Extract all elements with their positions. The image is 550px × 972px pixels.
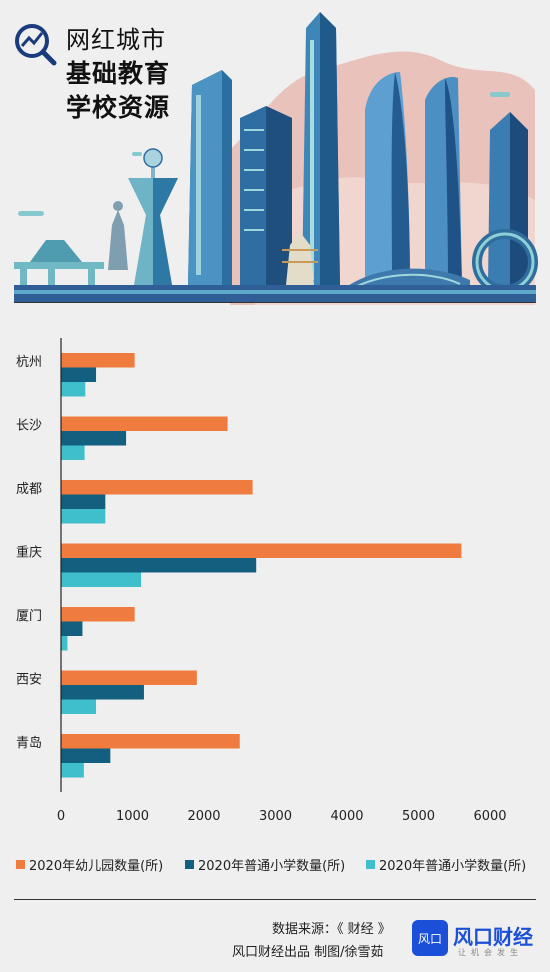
legend-item-primary-1: 2020年普通小学数量(所) (185, 855, 345, 874)
legend-swatch (185, 860, 194, 869)
bar-4-1 (61, 621, 83, 636)
credit-line: 风口财经出品 制图/徐雪茹 (232, 945, 384, 960)
magnifier-chart-icon (15, 24, 57, 66)
category-label: 杭州 (16, 355, 42, 370)
bar-2-2 (61, 509, 106, 524)
bar-2-1 (61, 494, 106, 509)
legend-swatch (16, 860, 25, 869)
x-tick-label: 1000 (116, 809, 149, 824)
bar-1-1 (61, 431, 127, 446)
bar-5-0 (61, 670, 197, 685)
bar-4-0 (61, 607, 135, 622)
category-label: 青岛 (16, 735, 42, 751)
bar-3-1 (61, 558, 257, 573)
x-tick-label: 6000 (473, 809, 506, 824)
bar-6-0 (61, 734, 240, 749)
title-line-2: 基础教育 (66, 59, 171, 88)
bar-0-0 (61, 353, 135, 368)
hero-divider (14, 302, 536, 303)
legend-swatch (366, 860, 375, 869)
data-source: 数据来源：《 财经 》 (272, 922, 391, 937)
x-tick-label: 0 (57, 809, 65, 824)
legend-item-primary-2: 2020年普通小学数量(所) (366, 855, 526, 874)
x-tick-label: 2000 (187, 809, 220, 824)
brand-slogan: 让机会发生 (458, 948, 523, 957)
bars-layer (61, 353, 462, 778)
bar-2-0 (61, 480, 253, 495)
bar-5-2 (61, 699, 97, 714)
x-tick-label: 4000 (330, 809, 363, 824)
x-tick-label: 3000 (259, 809, 292, 824)
footer-divider (14, 899, 536, 900)
category-label: 重庆 (16, 545, 42, 561)
legend: 2020年幼儿园数量(所) 2020年普通小学数量(所) 2020年普通小学数量… (0, 855, 550, 875)
bar-6-1 (61, 748, 111, 763)
category-label: 成都 (16, 482, 42, 497)
legend-label: 2020年普通小学数量(所) (198, 859, 346, 874)
bar-3-2 (61, 572, 142, 587)
hero-illustration (14, 12, 538, 305)
legend-label: 2020年幼儿园数量(所) (29, 859, 164, 874)
x-tick-labels: 0 1000 2000 3000 4000 5000 6000 (57, 809, 507, 824)
legend-item-kindergarten: 2020年幼儿园数量(所) (16, 855, 163, 874)
bar-4-2 (61, 636, 68, 651)
category-label: 厦门 (16, 609, 42, 624)
category-label: 长沙 (16, 419, 42, 434)
bar-3-0 (61, 543, 462, 558)
legend-label: 2020年普通小学数量(所) (379, 859, 527, 874)
bar-5-1 (61, 685, 144, 700)
category-label: 西安 (16, 673, 42, 688)
bar-1-0 (61, 416, 228, 431)
x-tick-label: 5000 (402, 809, 435, 824)
brand-name: 风口财经 (453, 925, 533, 949)
bar-0-1 (61, 367, 97, 382)
brand-logo-icon: 风口 (412, 920, 448, 956)
bar-6-2 (61, 763, 84, 778)
title-line-3: 学校资源 (66, 93, 171, 122)
bar-0-2 (61, 382, 86, 397)
title-line-1: 网红城市 (66, 26, 166, 54)
bar-1-2 (61, 445, 85, 460)
